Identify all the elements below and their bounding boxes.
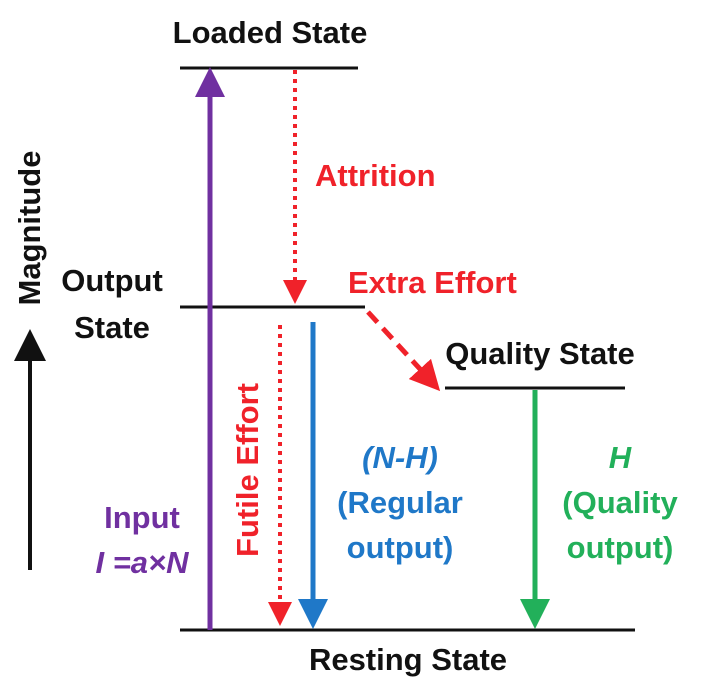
output-state-label: Output: [61, 263, 163, 298]
regular-output-label: output): [347, 530, 454, 565]
input-formula: I =a×N: [95, 545, 189, 580]
quality-output-label: output): [567, 530, 674, 565]
attrition-label: Attrition: [315, 158, 436, 193]
loaded-state-label: Loaded State: [173, 15, 368, 50]
quality-output-label: (Quality: [562, 485, 678, 520]
resting-state-label: Resting State: [309, 642, 507, 677]
axis-label: Magnitude: [12, 151, 47, 306]
extra-effort-label: Extra Effort: [348, 265, 517, 300]
regular-output-label: (N-H): [362, 440, 438, 475]
quality-state-label: Quality State: [445, 336, 635, 371]
extra-effort-arrow: [366, 310, 441, 392]
quality-output-label: H: [609, 440, 632, 475]
input-label: Input: [104, 500, 180, 535]
output-state-label: State: [74, 310, 150, 345]
regular-output-label: (Regular: [337, 485, 463, 520]
futile-effort-label: Futile Effort: [230, 383, 265, 557]
